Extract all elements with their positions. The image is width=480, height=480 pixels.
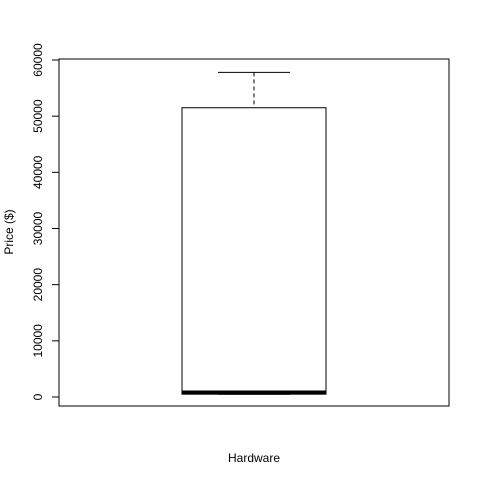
y-tick-label: 20000	[31, 268, 45, 302]
y-axis-label: Price ($)	[2, 209, 16, 254]
y-tick-label: 40000	[31, 155, 45, 189]
y-axis: 0 10000 20000 30000 40000 50000 60000	[31, 43, 60, 400]
y-tick-label: 60000	[31, 43, 45, 77]
x-axis-label: Hardware	[228, 451, 280, 465]
y-tick-label: 0	[31, 393, 45, 400]
interquartile-box	[181, 107, 327, 395]
box-group	[181, 71, 327, 395]
y-tick-label: 50000	[31, 99, 45, 133]
y-tick-label: 10000	[31, 324, 45, 358]
y-tick-label: 30000	[31, 211, 45, 245]
